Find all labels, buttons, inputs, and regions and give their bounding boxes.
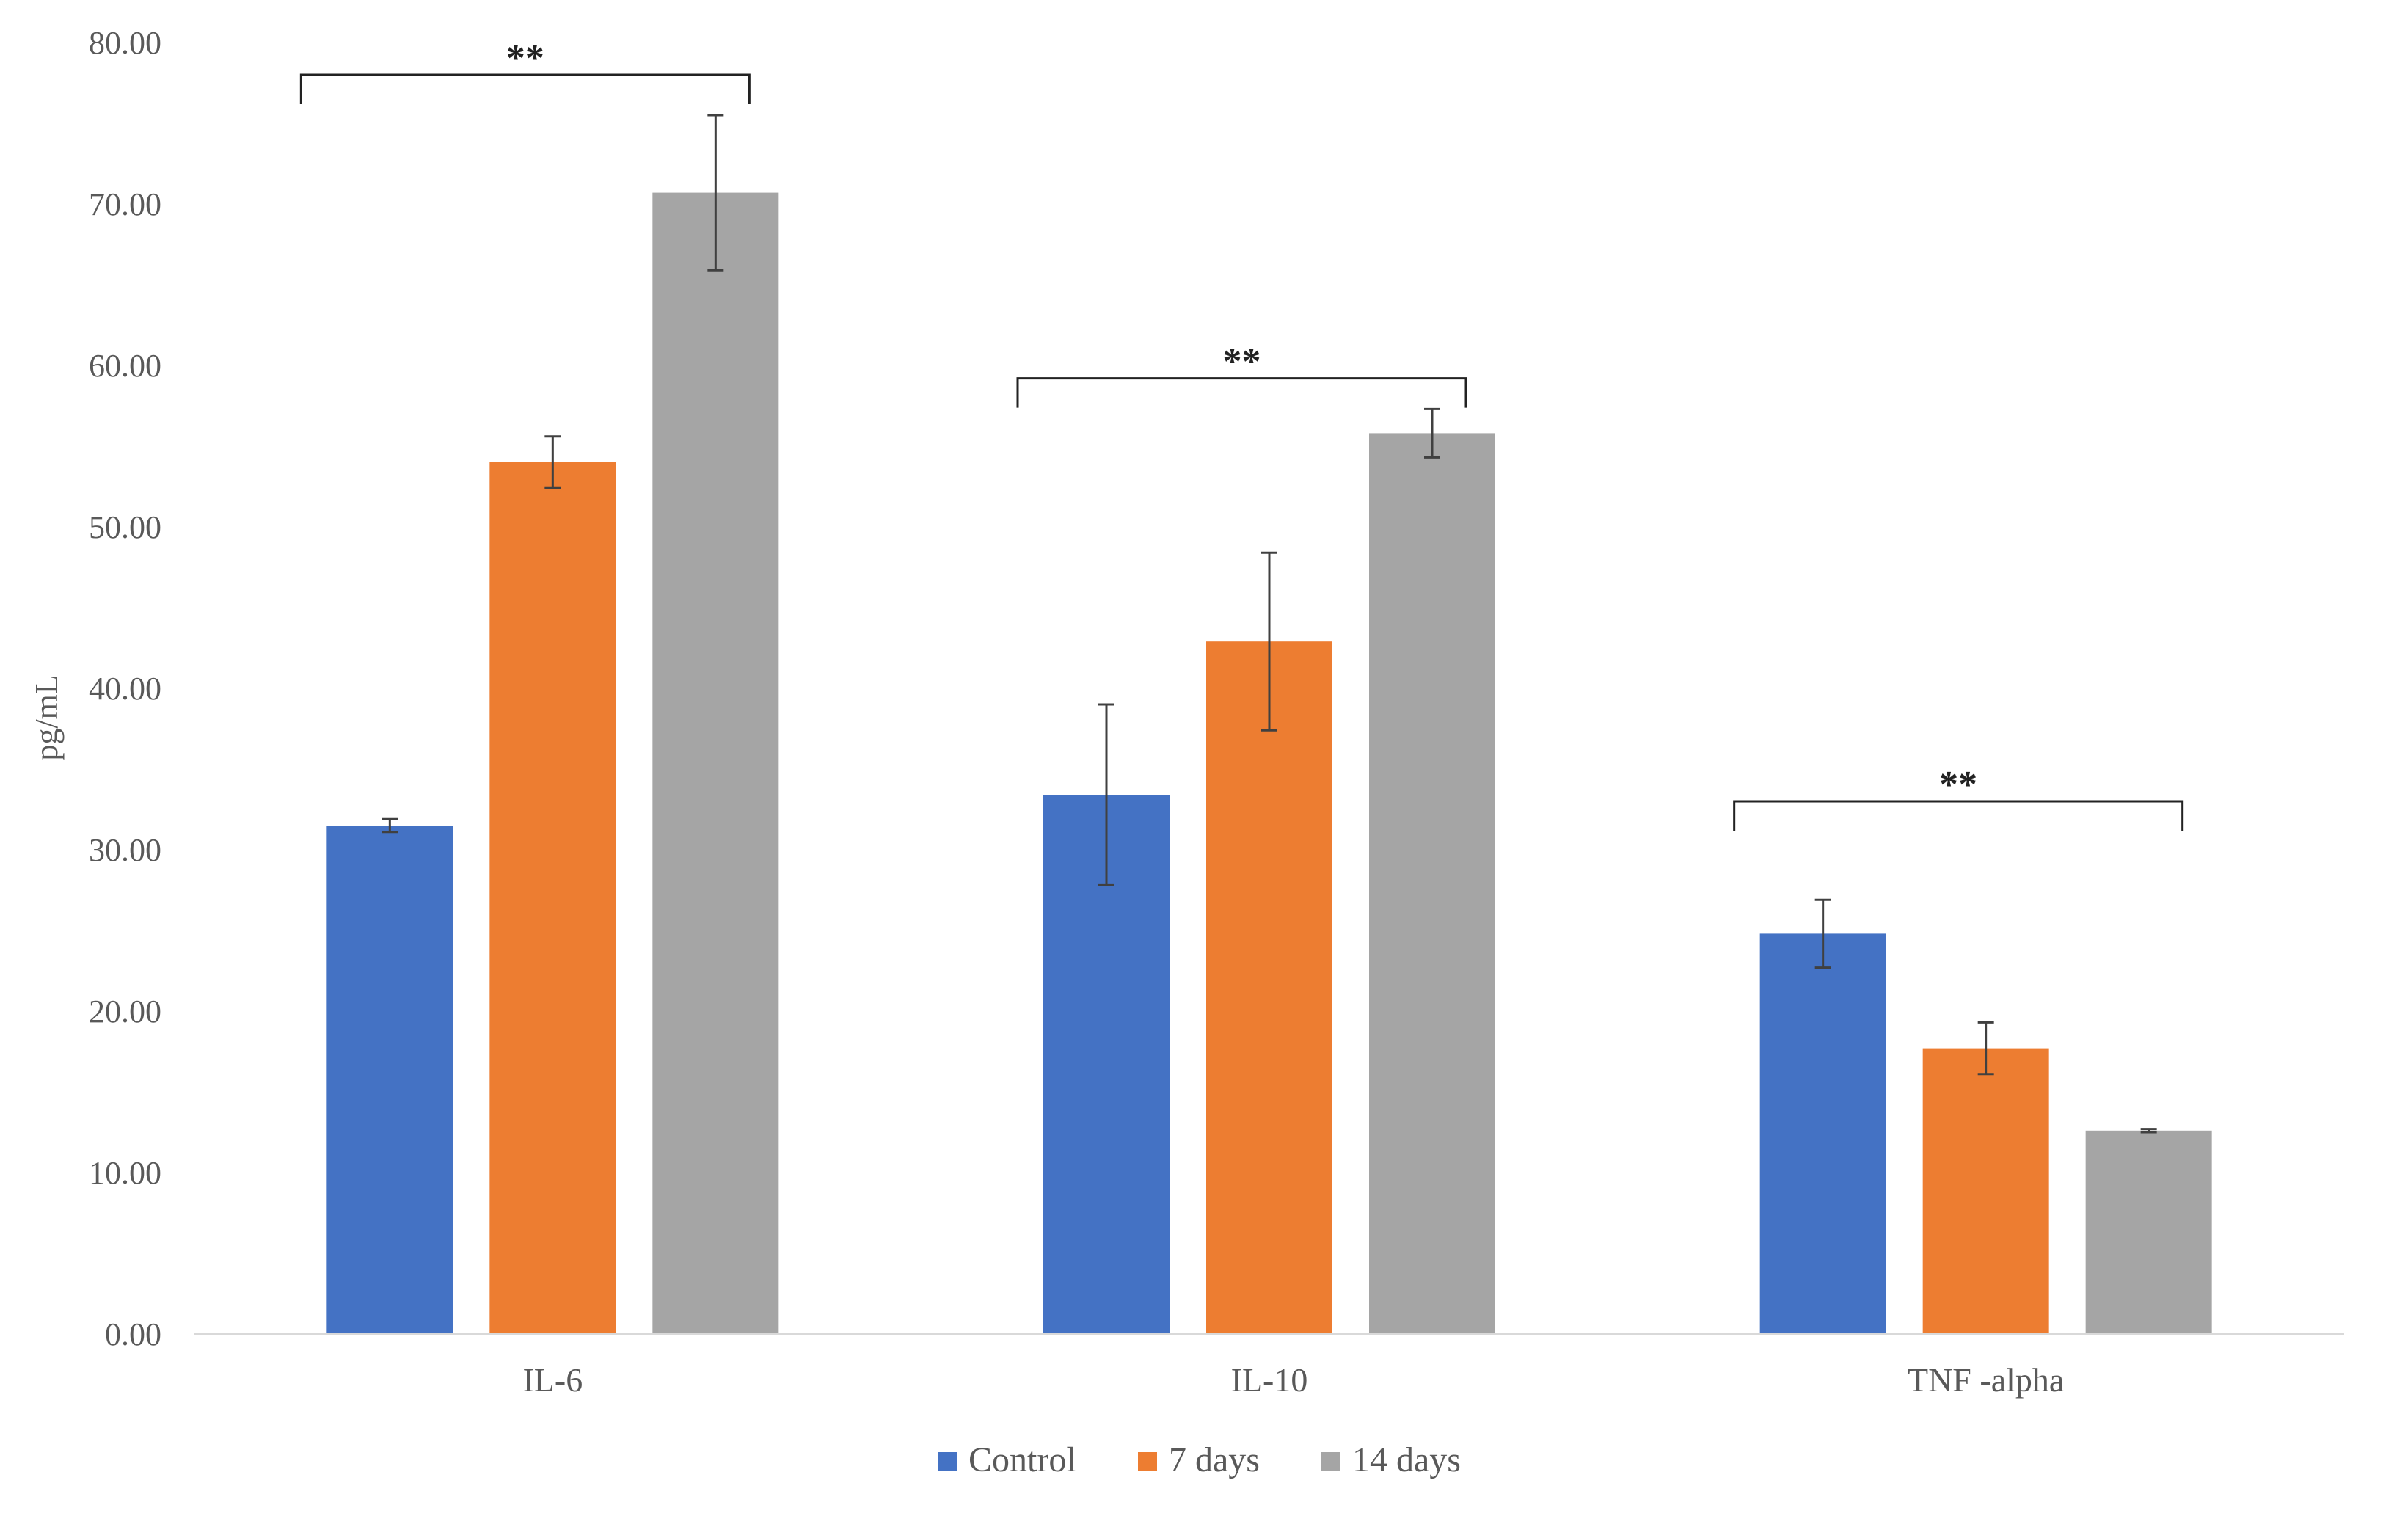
legend-swatch (1138, 1452, 1157, 1471)
legend-swatch (1321, 1452, 1340, 1471)
x-tick-label: IL-10 (1231, 1361, 1308, 1399)
bar-14-days (652, 192, 779, 1335)
x-tick-label: TNF -alpha (1908, 1361, 2064, 1399)
significance-bracket (1733, 800, 2184, 831)
x-tick-label: IL-6 (522, 1361, 583, 1399)
y-tick-label: 30.00 (89, 832, 161, 868)
bar-7-days (1206, 641, 1332, 1334)
significance-bracket (1016, 377, 1467, 408)
bar-control (326, 826, 453, 1334)
significance-bracket (299, 73, 751, 104)
legend-label: 7 days (1169, 1440, 1260, 1479)
bar-14-days (2085, 1130, 2212, 1334)
significance-label: ** (1939, 764, 1977, 806)
y-tick-label: 70.00 (89, 186, 161, 222)
legend-label: 14 days (1352, 1440, 1461, 1479)
significance-label: ** (1223, 341, 1261, 383)
y-tick-label: 80.00 (89, 25, 161, 61)
y-tick-label: 60.00 (89, 348, 161, 384)
y-tick-label: 50.00 (89, 509, 161, 545)
y-tick-label: 0.00 (105, 1316, 161, 1352)
legend-label: Control (968, 1440, 1076, 1479)
y-tick-label: 40.00 (89, 671, 161, 707)
y-axis-title: pg/mL (29, 674, 65, 760)
significance-label: ** (506, 37, 544, 79)
legend-swatch (938, 1452, 957, 1471)
y-tick-label: 20.00 (89, 994, 161, 1030)
bar-14-days (1369, 433, 1495, 1334)
bar-control (1759, 933, 1886, 1334)
bar-7-days (1922, 1048, 2049, 1334)
bar-7-days (489, 462, 616, 1334)
y-tick-label: 10.00 (89, 1155, 161, 1191)
